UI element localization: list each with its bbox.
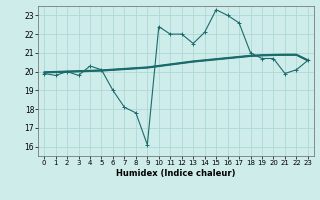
X-axis label: Humidex (Indice chaleur): Humidex (Indice chaleur): [116, 169, 236, 178]
